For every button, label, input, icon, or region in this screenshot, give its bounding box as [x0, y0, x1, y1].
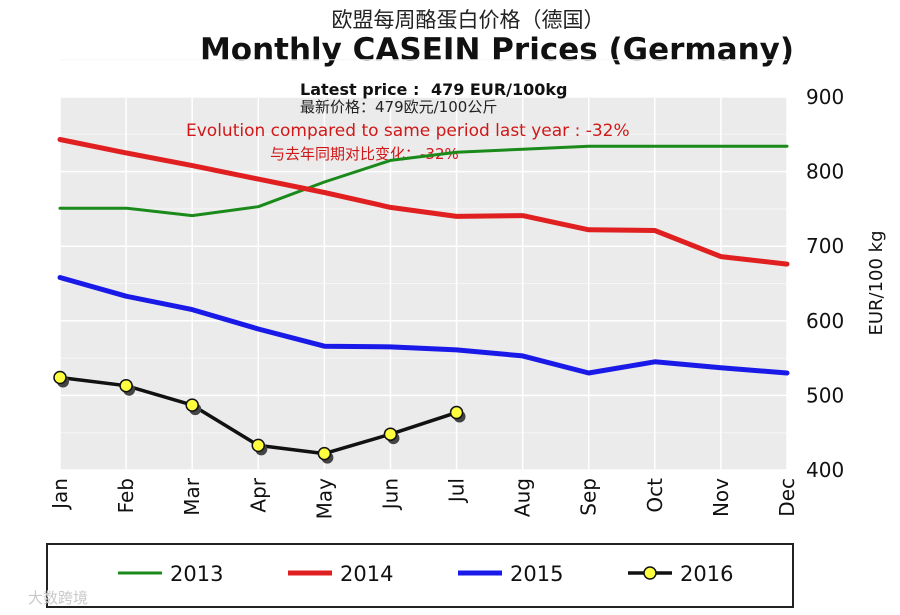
y-tick-label: 400 [806, 458, 844, 482]
data-point-2016 [383, 427, 398, 441]
x-tick-label: Nov [709, 478, 733, 517]
latest-price-label: Latest price : [300, 80, 419, 99]
data-point-2016 [251, 438, 266, 453]
latest-price-cn: 最新价格：479欧元/100公斤 [300, 98, 497, 116]
evolution-note: Evolution compared to same period last y… [186, 121, 630, 141]
x-tick-label: Sep [577, 478, 601, 516]
data-point-2016 [119, 378, 133, 393]
gridlines [59, 59, 788, 471]
x-tick-label: Aug [511, 478, 535, 517]
x-tick-label: Feb [114, 478, 138, 513]
chart-title-cn: 欧盟每周酪蛋白价格（德国） [332, 8, 605, 32]
legend-label-2016: 2016 [680, 562, 733, 586]
latest-price-note: Latest price : 479 EUR/100kg [300, 80, 568, 99]
y-tick-label: 700 [806, 234, 844, 258]
x-axis-ticks: Jan Feb Mar Apr May Jun Jul Aug Sep Oct Nov Dec [48, 477, 799, 519]
series-line-2015 [57, 275, 790, 376]
y-tick-label: 800 [806, 160, 844, 184]
chart-title: Monthly CASEIN Prices (Germany) [200, 32, 794, 68]
y-tick-label: 600 [806, 309, 844, 333]
legend-label-2015: 2015 [510, 562, 563, 586]
series-line-2014 [57, 137, 790, 267]
y-axis-ticks: 400 500 600 700 800 900 [806, 85, 844, 482]
watermark: 大数跨境 [28, 589, 88, 607]
x-tick-label: Jan [48, 478, 72, 511]
x-tick-label: Jul [445, 478, 469, 504]
data-point-2016 [53, 370, 67, 385]
series-layer [53, 137, 790, 464]
legend-marker-2016 [643, 566, 657, 580]
legend-label-2013: 2013 [170, 562, 223, 586]
y-axis-label: EUR/100 kg [866, 230, 887, 335]
x-tick-label: Jun [378, 478, 402, 511]
data-point-2016 [185, 398, 199, 412]
series-line-2013 [58, 144, 789, 218]
data-point-2016 [317, 446, 332, 461]
latest-price-value: 479 EUR/100kg [431, 80, 568, 99]
x-tick-label: Apr [246, 477, 270, 512]
x-tick-label: Oct [643, 478, 667, 513]
data-point-2016 [449, 405, 464, 420]
plot-area [59, 59, 788, 471]
x-tick-label: Mar [180, 477, 204, 516]
x-tick-label: Dec [775, 478, 799, 517]
svg-text:Latest price : 479 EUR/1: Latest price : 479 EUR/100kg [300, 80, 568, 99]
y-tick-label: 500 [806, 383, 844, 407]
x-tick-label: May [312, 478, 336, 520]
legend: 2013 2014 2015 2016 [46, 543, 794, 608]
y-tick-label: 900 [806, 85, 844, 109]
legend-label-2014: 2014 [340, 562, 393, 586]
